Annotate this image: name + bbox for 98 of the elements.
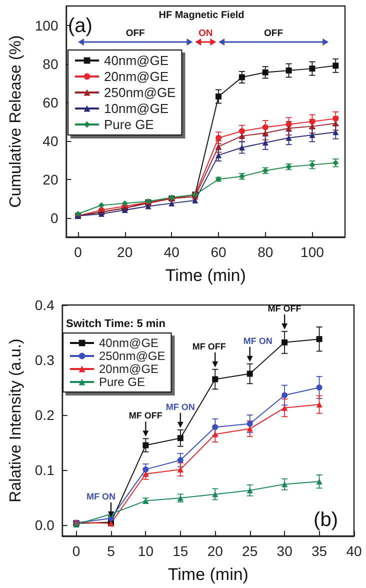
point <box>98 202 104 208</box>
legend-label: 250nm@GE <box>99 349 166 363</box>
annotation: MF OFF <box>268 303 302 314</box>
annotation: MF ON <box>86 492 116 502</box>
x-tick-label: 20 <box>207 543 224 559</box>
y-tick-label: 20 <box>42 171 58 188</box>
point <box>262 140 268 146</box>
annotation: MF ON <box>243 336 272 346</box>
x-tick-label: 15 <box>172 543 188 559</box>
legend-label: 20nm@GE <box>99 362 159 376</box>
point <box>216 134 222 141</box>
legend-label: 40nm@GE <box>99 336 159 350</box>
point <box>246 487 253 494</box>
y-tick-label: 100 <box>34 17 58 34</box>
point <box>286 125 292 132</box>
point <box>309 66 316 72</box>
x-tick-label: 40 <box>164 244 180 260</box>
annotation: OFF <box>126 28 146 39</box>
point <box>212 376 218 382</box>
annotation: OFF <box>264 28 284 39</box>
x-axis-title: Time (min) <box>168 565 248 584</box>
point <box>212 491 218 498</box>
point <box>332 62 339 69</box>
y-tick-label: 0.2 <box>34 407 55 423</box>
point <box>246 370 253 377</box>
point <box>212 431 218 438</box>
point <box>316 402 322 408</box>
x-tick-label: 10 <box>138 543 154 559</box>
point <box>216 152 222 158</box>
annotation: HF Magnetic Field <box>158 10 244 21</box>
legend-label: 10nm@GE <box>104 101 169 116</box>
point <box>332 129 339 136</box>
x-tick-label: 5 <box>107 543 116 559</box>
x-tick-label: 20 <box>117 244 133 260</box>
x-tick-label: 40 <box>346 543 362 559</box>
x-tick-label: 30 <box>276 543 293 559</box>
point <box>177 457 184 464</box>
point <box>262 69 268 76</box>
point <box>282 404 288 411</box>
x-tick-label: 0 <box>74 244 82 260</box>
point <box>332 120 339 126</box>
x-axis-title: Time (min) <box>165 266 246 285</box>
point <box>168 200 175 206</box>
point <box>316 336 322 342</box>
legend-label: Pure GE <box>99 375 146 389</box>
point <box>192 197 198 204</box>
point <box>316 384 322 390</box>
point <box>177 435 184 442</box>
point <box>238 74 245 80</box>
y-tick-label: 0.3 <box>34 352 55 368</box>
point <box>142 466 149 472</box>
point <box>238 144 245 150</box>
point <box>332 116 339 122</box>
y-tick-label: 0.4 <box>34 297 55 313</box>
annotation: ON <box>198 28 213 39</box>
point <box>282 392 288 398</box>
point <box>122 200 128 206</box>
legend-label: 20nm@GE <box>104 69 169 84</box>
annotation: MF ON <box>166 402 195 412</box>
x-tick-label: 0 <box>72 543 80 559</box>
annotation: MF OFF <box>128 410 163 421</box>
point <box>262 124 268 130</box>
point <box>142 470 149 477</box>
point <box>238 128 245 134</box>
point <box>238 132 245 139</box>
y-axis-title: Cumulative Release (%) <box>8 35 24 208</box>
legend-label: 40nm@GE <box>104 53 169 68</box>
point <box>316 478 322 485</box>
y-tick-label: 40 <box>42 132 58 149</box>
point <box>262 130 268 136</box>
point <box>246 420 253 427</box>
point <box>286 67 292 74</box>
point <box>282 481 288 488</box>
x-tick-label: 35 <box>311 543 328 559</box>
point <box>142 442 149 448</box>
annotation: (a) <box>68 15 92 37</box>
point <box>246 426 253 432</box>
point <box>216 93 222 100</box>
y-tick-label: 0.0 <box>34 517 55 533</box>
point <box>282 339 288 346</box>
y-tick-label: 0.1 <box>34 462 55 478</box>
point <box>216 144 222 150</box>
annotation: (b) <box>314 509 338 531</box>
x-tick-label: 25 <box>242 543 258 559</box>
legend-label: Pure GE <box>104 117 154 132</box>
y-axis-title: Ralative Intensity (a.u.) <box>8 338 24 502</box>
x-tick-label: 100 <box>300 244 324 260</box>
y-tick-label: 0 <box>50 210 58 226</box>
point <box>212 424 218 430</box>
annotation: Switch Time: 5 min <box>66 318 166 330</box>
x-tick-label: 60 <box>210 244 227 260</box>
y-tick-label: 60 <box>42 94 58 110</box>
y-tick-label: 80 <box>42 56 58 72</box>
x-tick-label: 80 <box>258 244 274 260</box>
annotation: MF OFF <box>192 341 226 352</box>
legend-label: 250nm@GE <box>104 85 176 100</box>
point <box>309 118 316 124</box>
point <box>309 123 316 130</box>
